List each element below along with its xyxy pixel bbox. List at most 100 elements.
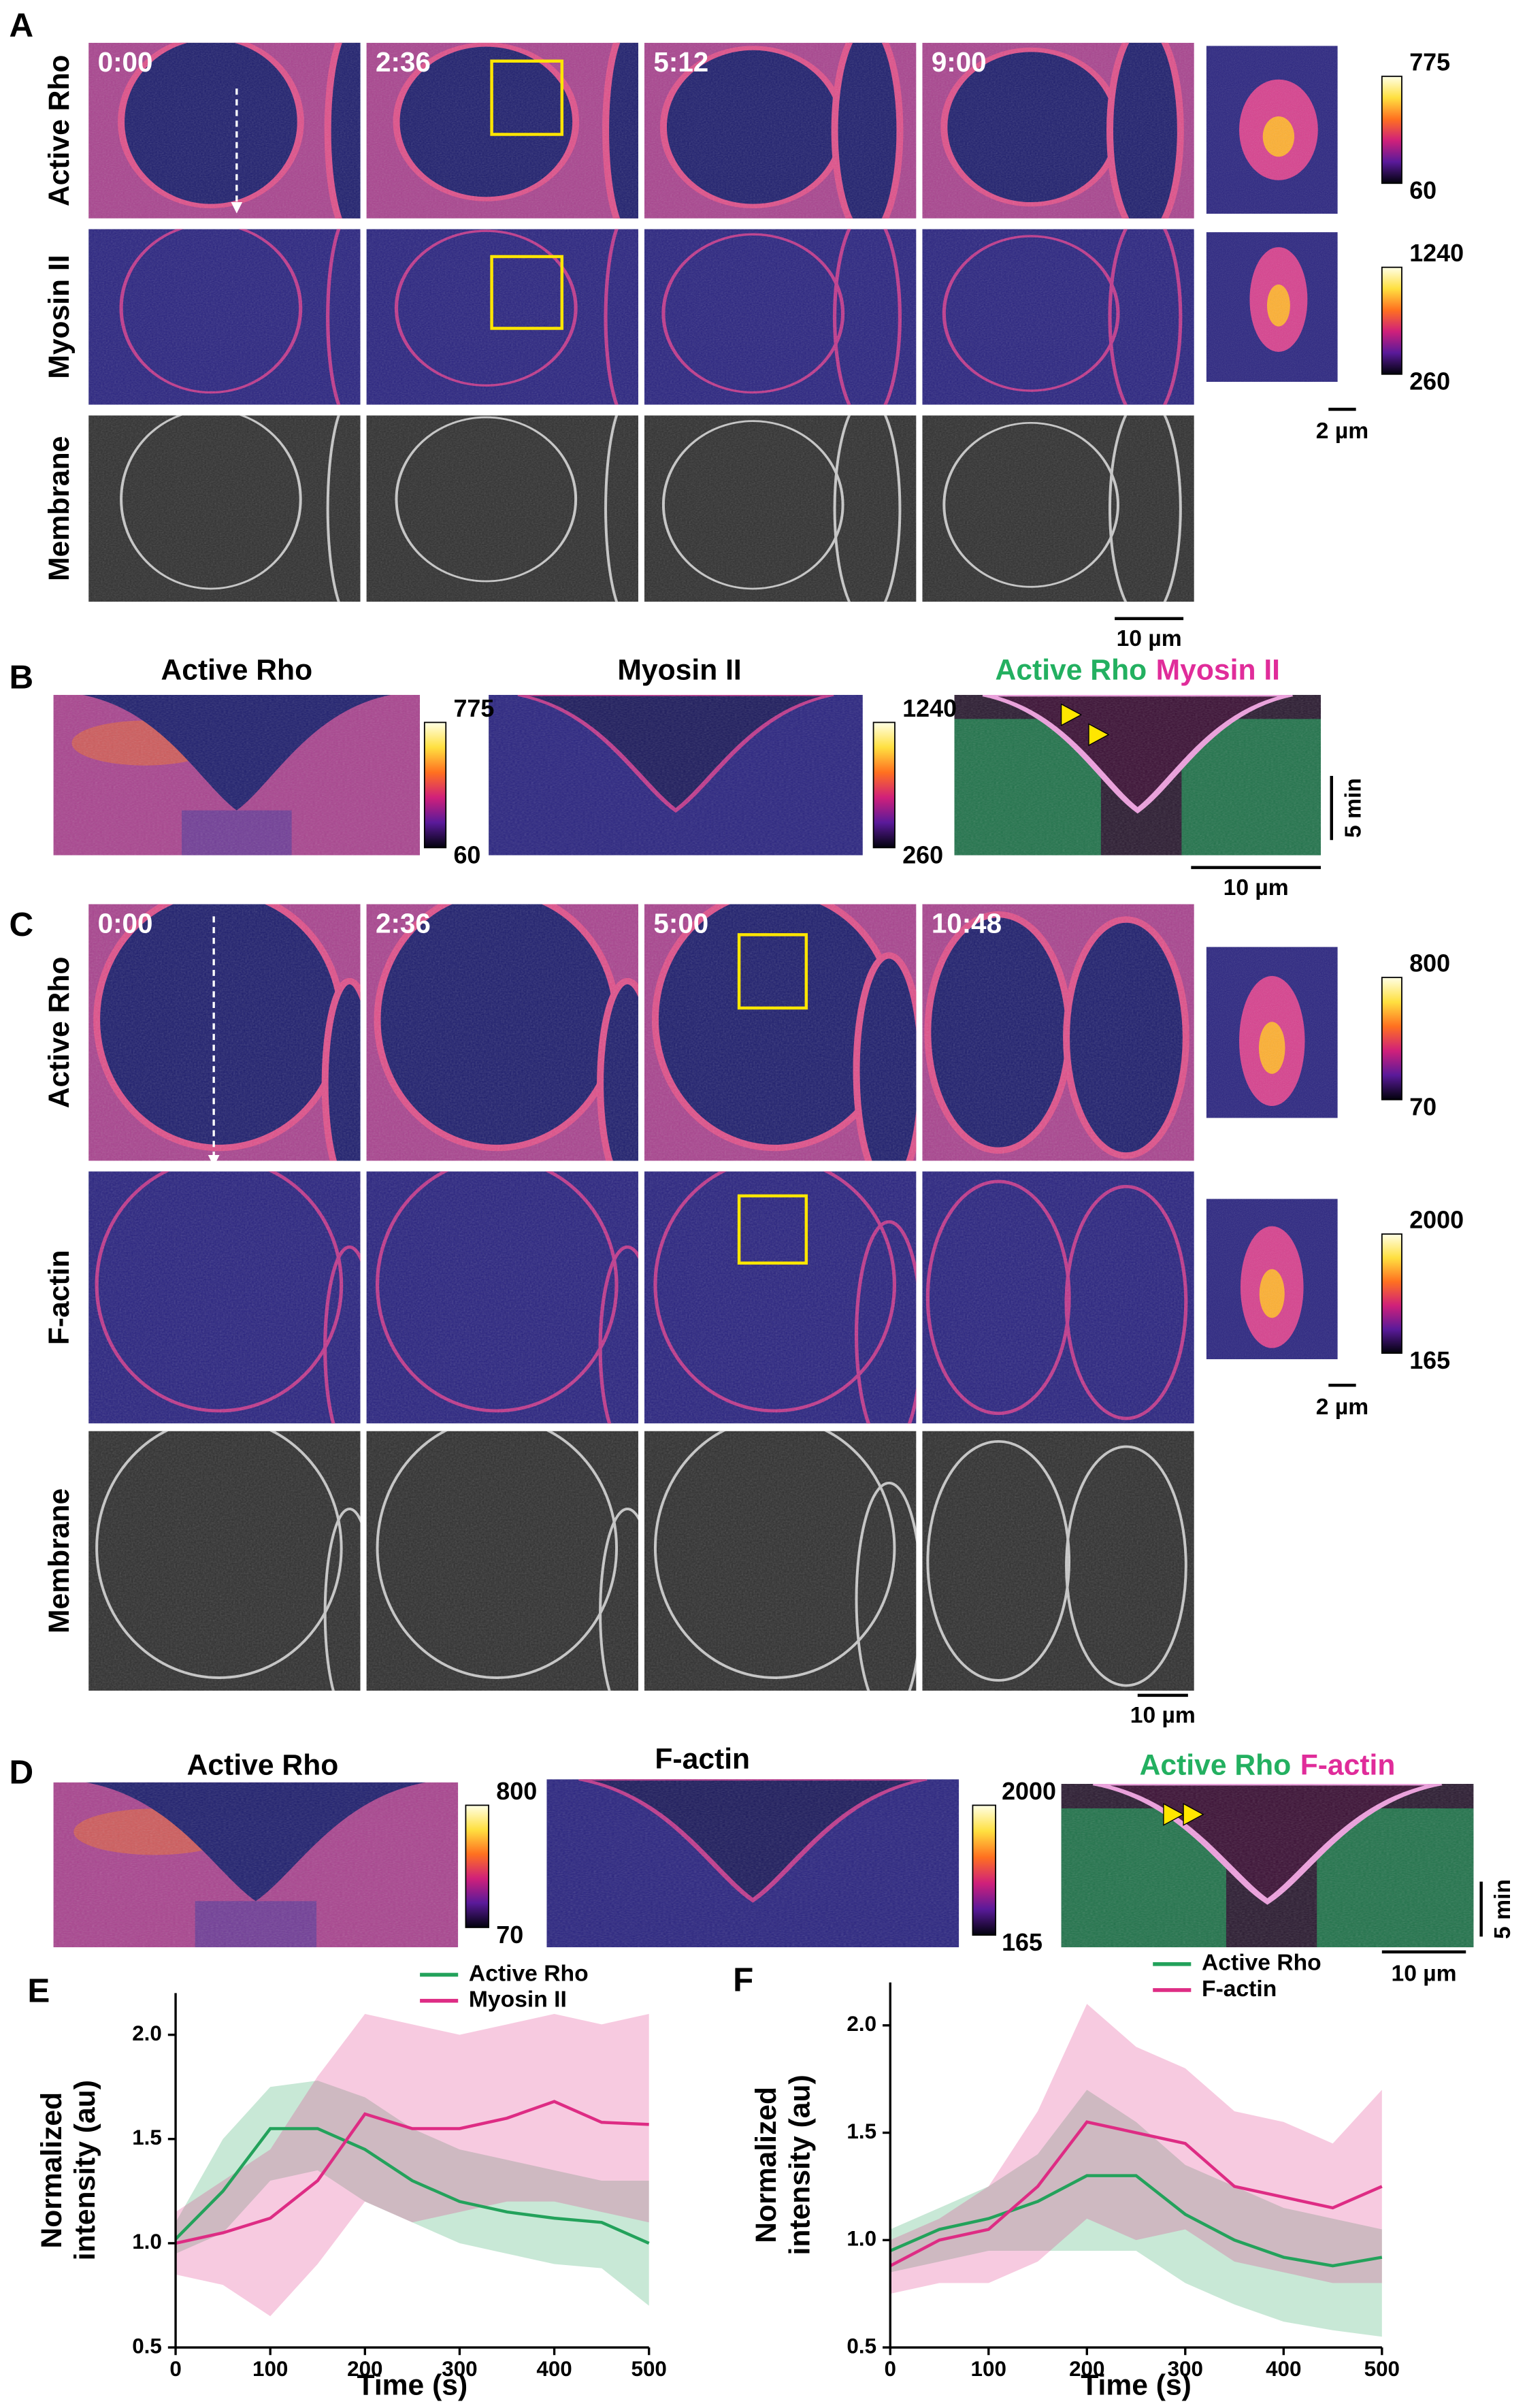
noise — [1061, 1783, 1474, 1948]
error-band — [890, 2004, 1382, 2294]
label: A — [9, 6, 33, 44]
label: 2:36 — [376, 908, 431, 939]
y-tick-label: 1.5 — [847, 2119, 876, 2143]
noise — [53, 1782, 459, 1948]
x-tick-label: 100 — [252, 2357, 288, 2381]
colorbar — [465, 1804, 489, 1928]
label: Active Rho — [1202, 1951, 1321, 1976]
noise — [366, 1431, 638, 1691]
label: 70 — [1409, 1094, 1436, 1121]
y-tick-label: 1.5 — [132, 2126, 162, 2149]
label: 10 µm — [1130, 1703, 1196, 1728]
label: F-actin — [1202, 1976, 1277, 2002]
colorbar — [872, 721, 896, 849]
x-tick-label: 300 — [1168, 2357, 1203, 2381]
x-tick-label: 300 — [442, 2357, 477, 2381]
image-tile — [922, 904, 1194, 1161]
arrowhead — [1088, 723, 1110, 747]
image-tile — [922, 415, 1194, 602]
noise — [922, 42, 1194, 218]
label: 10:48 — [932, 908, 1002, 939]
image-tile — [922, 42, 1194, 218]
arrowhead — [1060, 703, 1083, 727]
noise — [88, 1171, 361, 1424]
error-band — [176, 2081, 649, 2306]
label: 2000 — [1002, 1778, 1056, 1805]
label: 800 — [1409, 950, 1450, 977]
kymograph — [1061, 1783, 1474, 1948]
label: Myosin II — [617, 654, 741, 687]
rotated-label: Normalized — [750, 2087, 783, 2243]
noise — [644, 415, 917, 602]
noise — [1206, 947, 1338, 1118]
label: 0:00 — [98, 908, 153, 939]
image-tile — [922, 1171, 1194, 1424]
image-tile — [644, 42, 917, 218]
rotated-label: Active Rho — [43, 55, 76, 207]
rotated-label: F-actin — [43, 1250, 76, 1345]
noise — [922, 1171, 1194, 1424]
merge-green: Active Rho — [996, 654, 1147, 687]
colorbar — [1381, 1233, 1402, 1354]
series-line — [174, 2127, 650, 2245]
label: Time (s) — [1081, 2369, 1192, 2402]
roi-box — [737, 1194, 808, 1265]
noise — [1206, 232, 1338, 382]
merge-magenta: Myosin II — [1156, 654, 1280, 687]
label: 2000 — [1409, 1207, 1464, 1234]
noise — [366, 415, 638, 602]
label: 260 — [902, 841, 943, 868]
image-tile — [366, 229, 638, 405]
image-tile — [366, 415, 638, 602]
x-tick-label: 100 — [971, 2357, 1006, 2381]
rotated-label: intensity (au) — [69, 2080, 101, 2260]
label: 260 — [1409, 368, 1450, 395]
merge-green: Active Rho — [1140, 1749, 1292, 1782]
noise — [366, 42, 638, 218]
label: 9:00 — [932, 46, 987, 78]
y-tick-label: 0.5 — [132, 2334, 162, 2358]
label: 800 — [496, 1778, 537, 1805]
label: 0:00 — [98, 46, 153, 78]
noise — [88, 415, 361, 602]
label: 60 — [1409, 177, 1436, 204]
error-band — [890, 2089, 1382, 2337]
rotated-label: 5 min — [1490, 1879, 1515, 1939]
image-tile — [644, 229, 917, 405]
noise — [366, 1171, 638, 1424]
image-tile — [922, 1431, 1194, 1691]
image-tile — [1206, 46, 1338, 214]
x-tick-label: 400 — [536, 2357, 572, 2381]
label: 2 µm — [1316, 1395, 1368, 1420]
label: F — [733, 1962, 753, 1999]
noise — [644, 229, 917, 405]
label: 5:00 — [653, 908, 708, 939]
label: Active Rho — [161, 654, 313, 687]
y-tick-label: 1.0 — [847, 2227, 876, 2251]
label: 775 — [453, 695, 494, 722]
image-tile — [1206, 947, 1338, 1118]
label: D — [9, 1754, 33, 1791]
noise — [1206, 1199, 1338, 1360]
image-tile — [366, 904, 638, 1161]
rotated-label: Active Rho — [43, 957, 76, 1109]
rotated-label: Membrane — [43, 436, 76, 581]
noise — [88, 42, 361, 218]
noise — [922, 229, 1194, 405]
merge-title: Active Rho Myosin II — [996, 654, 1280, 687]
image-tile — [1206, 232, 1338, 382]
label: Active Rho — [187, 1749, 339, 1782]
label: 60 — [453, 841, 480, 868]
image-tile — [88, 904, 361, 1161]
colorbar — [972, 1804, 996, 1936]
label: Active Rho — [469, 1961, 589, 1986]
y-tick-label: 1.0 — [132, 2230, 162, 2254]
x-tick-label: 400 — [1266, 2357, 1301, 2381]
label: Time (s) — [357, 2369, 468, 2402]
y-tick-label: 0.5 — [847, 2334, 876, 2358]
label: 165 — [1002, 1929, 1042, 1956]
series-line — [889, 2174, 1383, 2268]
noise — [922, 1431, 1194, 1691]
image-tile — [644, 415, 917, 602]
